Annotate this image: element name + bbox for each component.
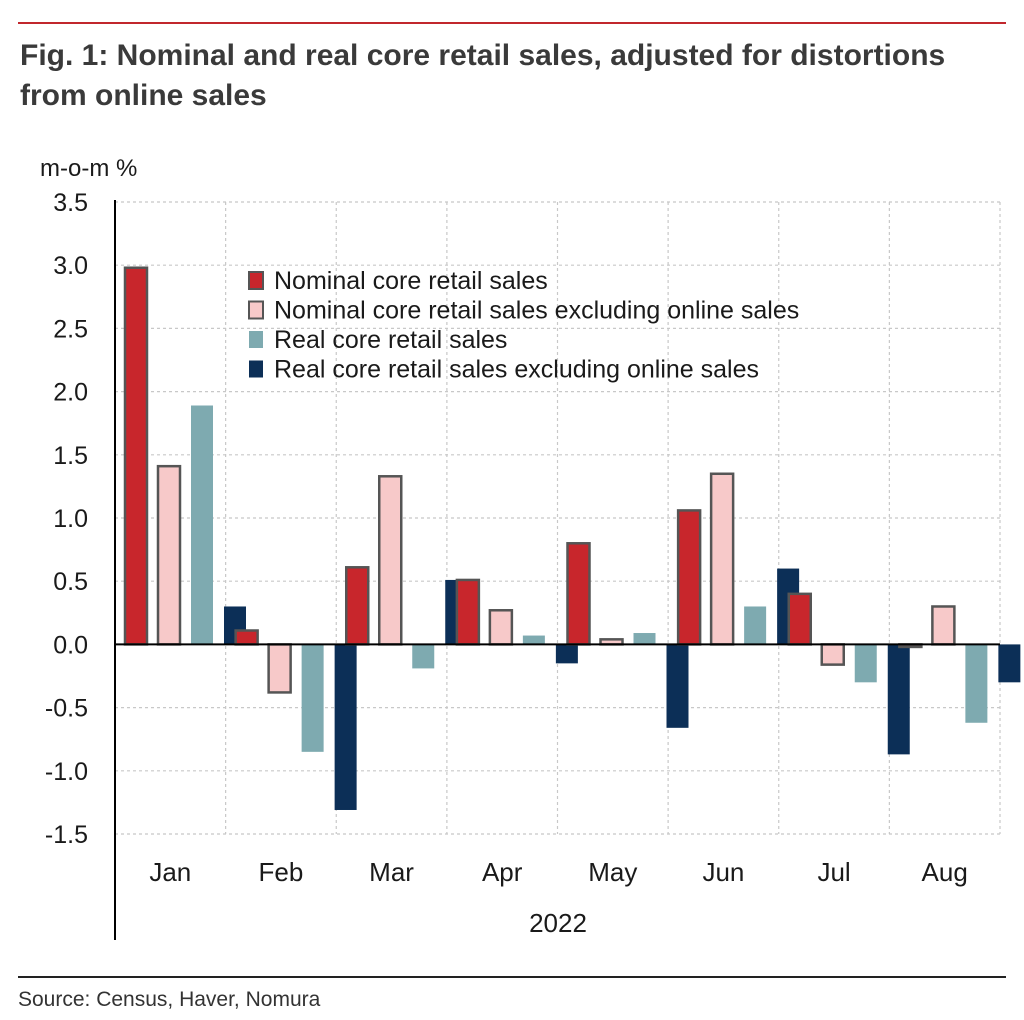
legend-swatch bbox=[249, 360, 263, 378]
bar-feb-series-4 bbox=[334, 644, 357, 810]
bar-mar-series-3 bbox=[412, 644, 435, 669]
bar-apr-series-4 bbox=[555, 644, 578, 664]
bar-jul-series-4 bbox=[887, 644, 910, 755]
chart-plot: 3.5 3.0 2.5 2.0 1.5 1.0 0.5 0.0 -0.5 -1.0 -1.5 m-o-… bbox=[40, 155, 1021, 940]
legend-swatch bbox=[248, 271, 264, 290]
x-tick-label: Apr bbox=[482, 857, 523, 887]
y-tick-label: 2.5 bbox=[53, 315, 88, 343]
y-tick-label: 1.5 bbox=[53, 442, 88, 470]
bar-jun-series-3 bbox=[744, 606, 767, 645]
legend-label: Real core retail sales bbox=[274, 326, 507, 354]
bar-may-series-4 bbox=[666, 644, 689, 728]
bar-jul-series-1 bbox=[787, 592, 812, 646]
y-tick-label: 0.0 bbox=[53, 631, 88, 659]
source-note: Source: Census, Haver, Nomura bbox=[18, 988, 321, 1011]
bar-jun-series-2 bbox=[709, 472, 735, 646]
x-tick-label: Feb bbox=[259, 857, 304, 887]
legend-label: Nominal core retail sales bbox=[274, 267, 548, 295]
axes: 3.5 3.0 2.5 2.0 1.5 1.0 0.5 0.0 -0.5 -1.0 -1.5 m-o-… bbox=[40, 155, 1000, 940]
bar-jan-series-1 bbox=[123, 266, 149, 646]
bottom-rule bbox=[18, 976, 1006, 978]
y-tick-label: 3.5 bbox=[53, 189, 88, 217]
bar-aug-series-4 bbox=[998, 644, 1021, 683]
y-tick-label: -1.5 bbox=[45, 821, 88, 849]
bar-aug-series-3 bbox=[965, 644, 988, 723]
bar-feb-series-2 bbox=[267, 643, 292, 694]
bar-mar-series-2 bbox=[378, 475, 403, 646]
y-tick-label: -1.0 bbox=[45, 758, 88, 786]
y-tick-label: -0.5 bbox=[45, 695, 88, 723]
bar-jul-series-3 bbox=[854, 644, 877, 683]
chart-title: Fig. 1: Nominal and real core retail sal… bbox=[20, 39, 946, 112]
x-tick-label: Jul bbox=[817, 857, 850, 887]
y-tick-label: 3.0 bbox=[53, 252, 88, 280]
bar-aug-series-2 bbox=[931, 605, 956, 646]
x-tick-label: Jun bbox=[702, 857, 744, 887]
bar-jul-series-2 bbox=[820, 643, 845, 666]
y-tick-label: 1.0 bbox=[53, 505, 88, 533]
x-tick-label: Aug bbox=[922, 857, 968, 887]
bar-mar-series-1 bbox=[345, 566, 370, 646]
legend-label: Nominal core retail sales excluding onli… bbox=[274, 297, 799, 325]
x-tick-label: Mar bbox=[369, 857, 414, 887]
top-rule bbox=[18, 22, 1006, 24]
bar-may-series-1 bbox=[566, 542, 591, 646]
bar-apr-series-3 bbox=[522, 635, 545, 645]
bar-apr-series-1 bbox=[455, 578, 481, 646]
y-tick-label: 2.0 bbox=[53, 379, 88, 407]
x-axis-label: 2022 bbox=[529, 908, 587, 938]
bar-feb-series-1 bbox=[234, 629, 259, 646]
x-tick-label: May bbox=[588, 857, 637, 887]
legend-label: Real core retail sales excluding online … bbox=[274, 356, 759, 384]
bars bbox=[123, 266, 1021, 810]
bar-jun-series-1 bbox=[676, 509, 702, 646]
x-tick-label: Jan bbox=[149, 857, 191, 887]
bar-apr-series-2 bbox=[488, 609, 514, 646]
bar-may-series-3 bbox=[633, 633, 656, 645]
legend-swatch bbox=[248, 300, 264, 320]
bar-jan-series-3 bbox=[191, 405, 213, 645]
bar-feb-series-3 bbox=[301, 644, 324, 752]
y-axis-label: m-o-m % bbox=[40, 155, 137, 182]
legend-swatch bbox=[249, 331, 263, 348]
y-tick-label: 0.5 bbox=[53, 568, 88, 596]
bar-jan-series-2 bbox=[156, 464, 182, 646]
